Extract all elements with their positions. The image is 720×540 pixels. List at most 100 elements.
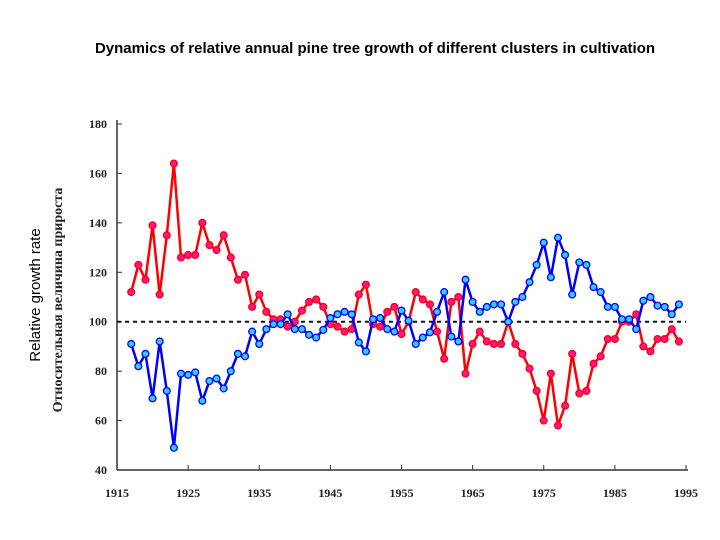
data-point (667, 310, 676, 319)
data-point (333, 322, 342, 331)
x-tick-label: 1965 (461, 486, 485, 500)
data-point (155, 290, 164, 299)
x-tick-label: 1925 (176, 486, 200, 500)
data-point (497, 339, 506, 349)
data-point (539, 416, 548, 425)
data-point (582, 386, 591, 395)
data-point (297, 306, 306, 315)
series-line (130, 236, 680, 450)
data-point (511, 297, 520, 306)
data-point (603, 302, 612, 311)
data-point (433, 327, 442, 336)
data-point (504, 317, 513, 326)
data-point (561, 250, 570, 260)
data-point (667, 325, 676, 334)
data-point (596, 352, 605, 361)
data-point (226, 253, 235, 262)
series-1 (127, 159, 683, 430)
y-tick-label: 60 (95, 414, 107, 428)
data-point (397, 306, 406, 315)
data-point (617, 315, 627, 324)
data-point (319, 302, 328, 311)
data-point (134, 362, 143, 371)
data-point (575, 258, 584, 267)
data-point (561, 401, 570, 410)
data-point (646, 347, 655, 356)
data-point (482, 302, 491, 311)
x-tick-label: 1995 (674, 486, 698, 500)
data-point (632, 325, 641, 334)
data-point (468, 339, 477, 349)
data-point (383, 325, 392, 334)
data-point (568, 349, 577, 358)
data-point (447, 297, 456, 306)
data-point (532, 386, 541, 395)
data-point (184, 370, 193, 379)
y-tick-label: 180 (89, 117, 107, 131)
data-point (205, 241, 214, 250)
data-point (511, 339, 520, 349)
data-point (127, 288, 136, 297)
data-point (255, 339, 264, 349)
data-point (411, 339, 420, 349)
data-point (240, 352, 250, 361)
data-point (461, 369, 470, 378)
data-point (525, 364, 534, 373)
data-point (376, 313, 385, 323)
series-2 (127, 233, 683, 452)
data-point (347, 310, 356, 319)
data-point (404, 316, 413, 325)
y-tick-label: 100 (89, 315, 107, 329)
data-point (539, 238, 548, 247)
x-tick-label: 1955 (390, 486, 414, 500)
data-point (304, 330, 314, 339)
data-point (212, 374, 221, 383)
data-point (603, 334, 612, 344)
data-point (468, 297, 477, 306)
data-point (148, 221, 157, 230)
data-point (461, 275, 470, 284)
data-point (639, 296, 648, 305)
data-point (212, 245, 221, 255)
data-point (440, 354, 449, 363)
data-point (475, 307, 484, 316)
data-point (198, 218, 207, 227)
y-tick-label: 40 (95, 463, 107, 477)
data-point (276, 320, 285, 329)
data-point (169, 159, 178, 168)
data-point (418, 333, 427, 342)
data-point (411, 288, 420, 297)
data-point (553, 233, 563, 242)
data-point (383, 307, 392, 316)
y-tick-label: 160 (89, 166, 107, 180)
data-point (326, 313, 335, 323)
data-point (625, 315, 634, 324)
data-point (368, 315, 378, 324)
y-axis-label-russian: Относительная величина прироста (51, 188, 66, 413)
data-point (262, 325, 271, 334)
data-point (518, 349, 527, 358)
data-point (489, 300, 499, 309)
data-point (219, 384, 228, 393)
data-point (340, 307, 349, 316)
data-point (497, 300, 506, 309)
data-point (546, 369, 555, 378)
data-point (283, 310, 292, 319)
data-point (283, 322, 292, 331)
data-point (198, 396, 207, 405)
data-point (354, 290, 363, 299)
data-point (390, 327, 399, 336)
data-point (639, 342, 648, 351)
data-point (269, 320, 278, 329)
data-point (176, 253, 186, 262)
data-point (646, 292, 655, 302)
data-point (532, 260, 541, 269)
data-point (660, 334, 669, 344)
x-tick-label: 1915 (105, 486, 129, 500)
y-tick-label: 80 (95, 364, 107, 378)
data-point (475, 327, 484, 336)
data-point (233, 349, 242, 358)
data-point (489, 339, 499, 349)
data-point (447, 332, 456, 341)
data-point (525, 278, 534, 287)
